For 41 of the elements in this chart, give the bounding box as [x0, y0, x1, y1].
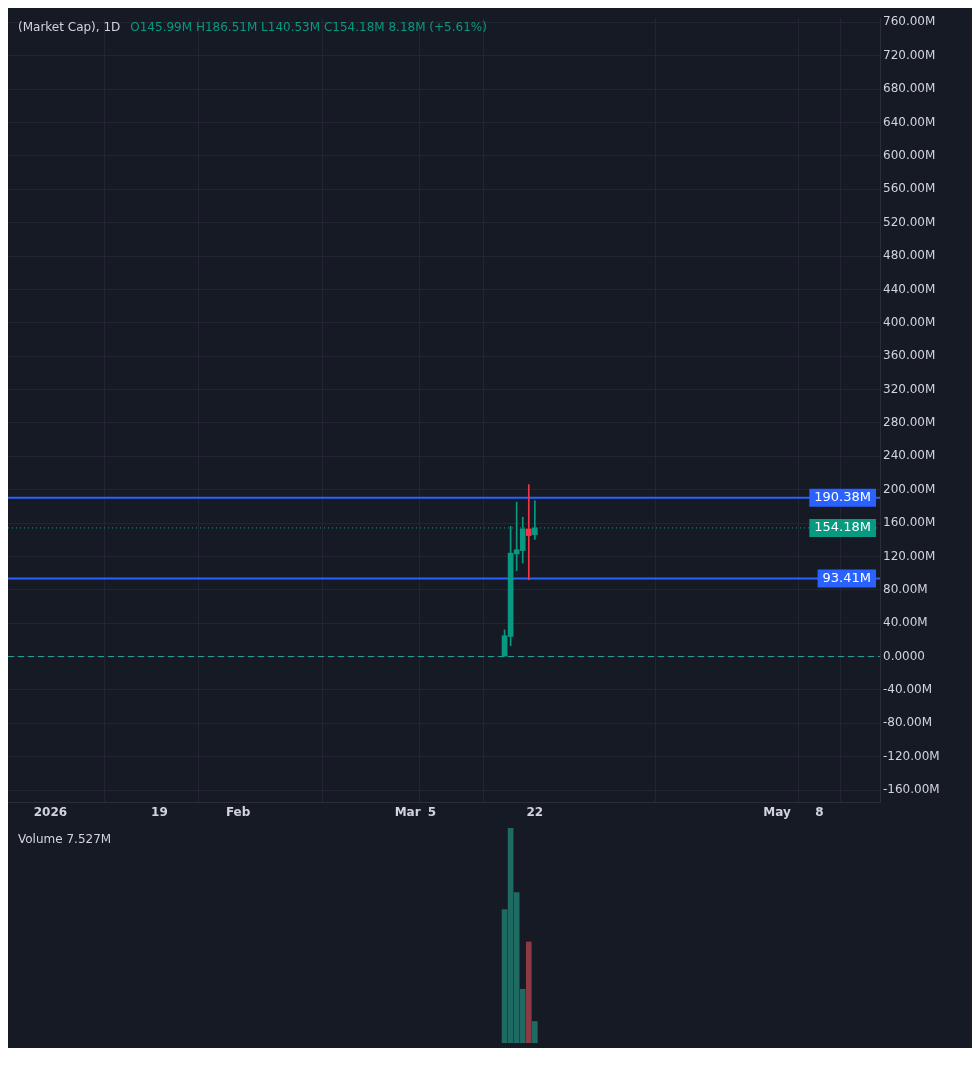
chart-title: (Market Cap), 1D [18, 20, 121, 34]
y-tick-label: 200.00M [883, 481, 936, 496]
y-tick-label: -160.00M [883, 782, 940, 797]
y-tick-label: 360.00M [883, 348, 936, 363]
x-tick-label: 19 [151, 804, 168, 819]
x-tick-label: 2026 [33, 804, 68, 819]
x-tick-label: May [763, 804, 791, 819]
y-tick-label: 280.00M [883, 415, 936, 430]
y-tick-label: 400.00M [883, 314, 936, 329]
x-tick-label: Mar [394, 804, 421, 819]
y-tick-label: 520.00M [883, 214, 936, 229]
y-tick-label: 680.00M [883, 81, 936, 96]
y-tick-label: -80.00M [883, 715, 933, 730]
y-tick-label: 560.00M [883, 181, 936, 196]
ref-line-label: 190.38M [814, 489, 872, 505]
y-tick-label: 600.00M [883, 148, 936, 163]
ref-line-label: 93.41M [822, 570, 871, 585]
y-tick-label: 0.0000 [883, 648, 925, 663]
ref-line-label: 154.18M [814, 519, 872, 535]
x-tick-label: 8 [815, 804, 824, 819]
bar [532, 1021, 538, 1043]
x-tick-label: 5 [427, 804, 437, 819]
y-tick-label: 480.00M [883, 248, 936, 263]
y-tick-label: 440.00M [883, 281, 936, 296]
candlestick [525, 484, 532, 581]
x-tick-label: 22 [526, 804, 544, 819]
y-tick-label: 240.00M [883, 448, 936, 463]
x-tick-label: Feb [225, 804, 251, 819]
y-tick-label: -40.00M [883, 682, 933, 697]
y-tick-label: 80.00M [883, 581, 928, 596]
bar [525, 941, 532, 1043]
y-tick-label: 760.00M [883, 14, 936, 29]
y-tick-label: 40.00M [883, 615, 928, 630]
y-tick-label: 160.00M [883, 515, 936, 530]
y-tick-label: -120.00M [883, 748, 940, 763]
annotation: O145.99M H186.51M L140.53M C154.18M 8.18M (+5.61%) [130, 20, 487, 34]
y-tick-label: 640.00M [883, 114, 936, 129]
y-tick-label: 720.00M [883, 47, 936, 62]
y-tick-label: 120.00M [883, 548, 936, 563]
y-tick-label: 320.00M [883, 381, 936, 396]
text: Volume 7.527M [18, 832, 112, 846]
